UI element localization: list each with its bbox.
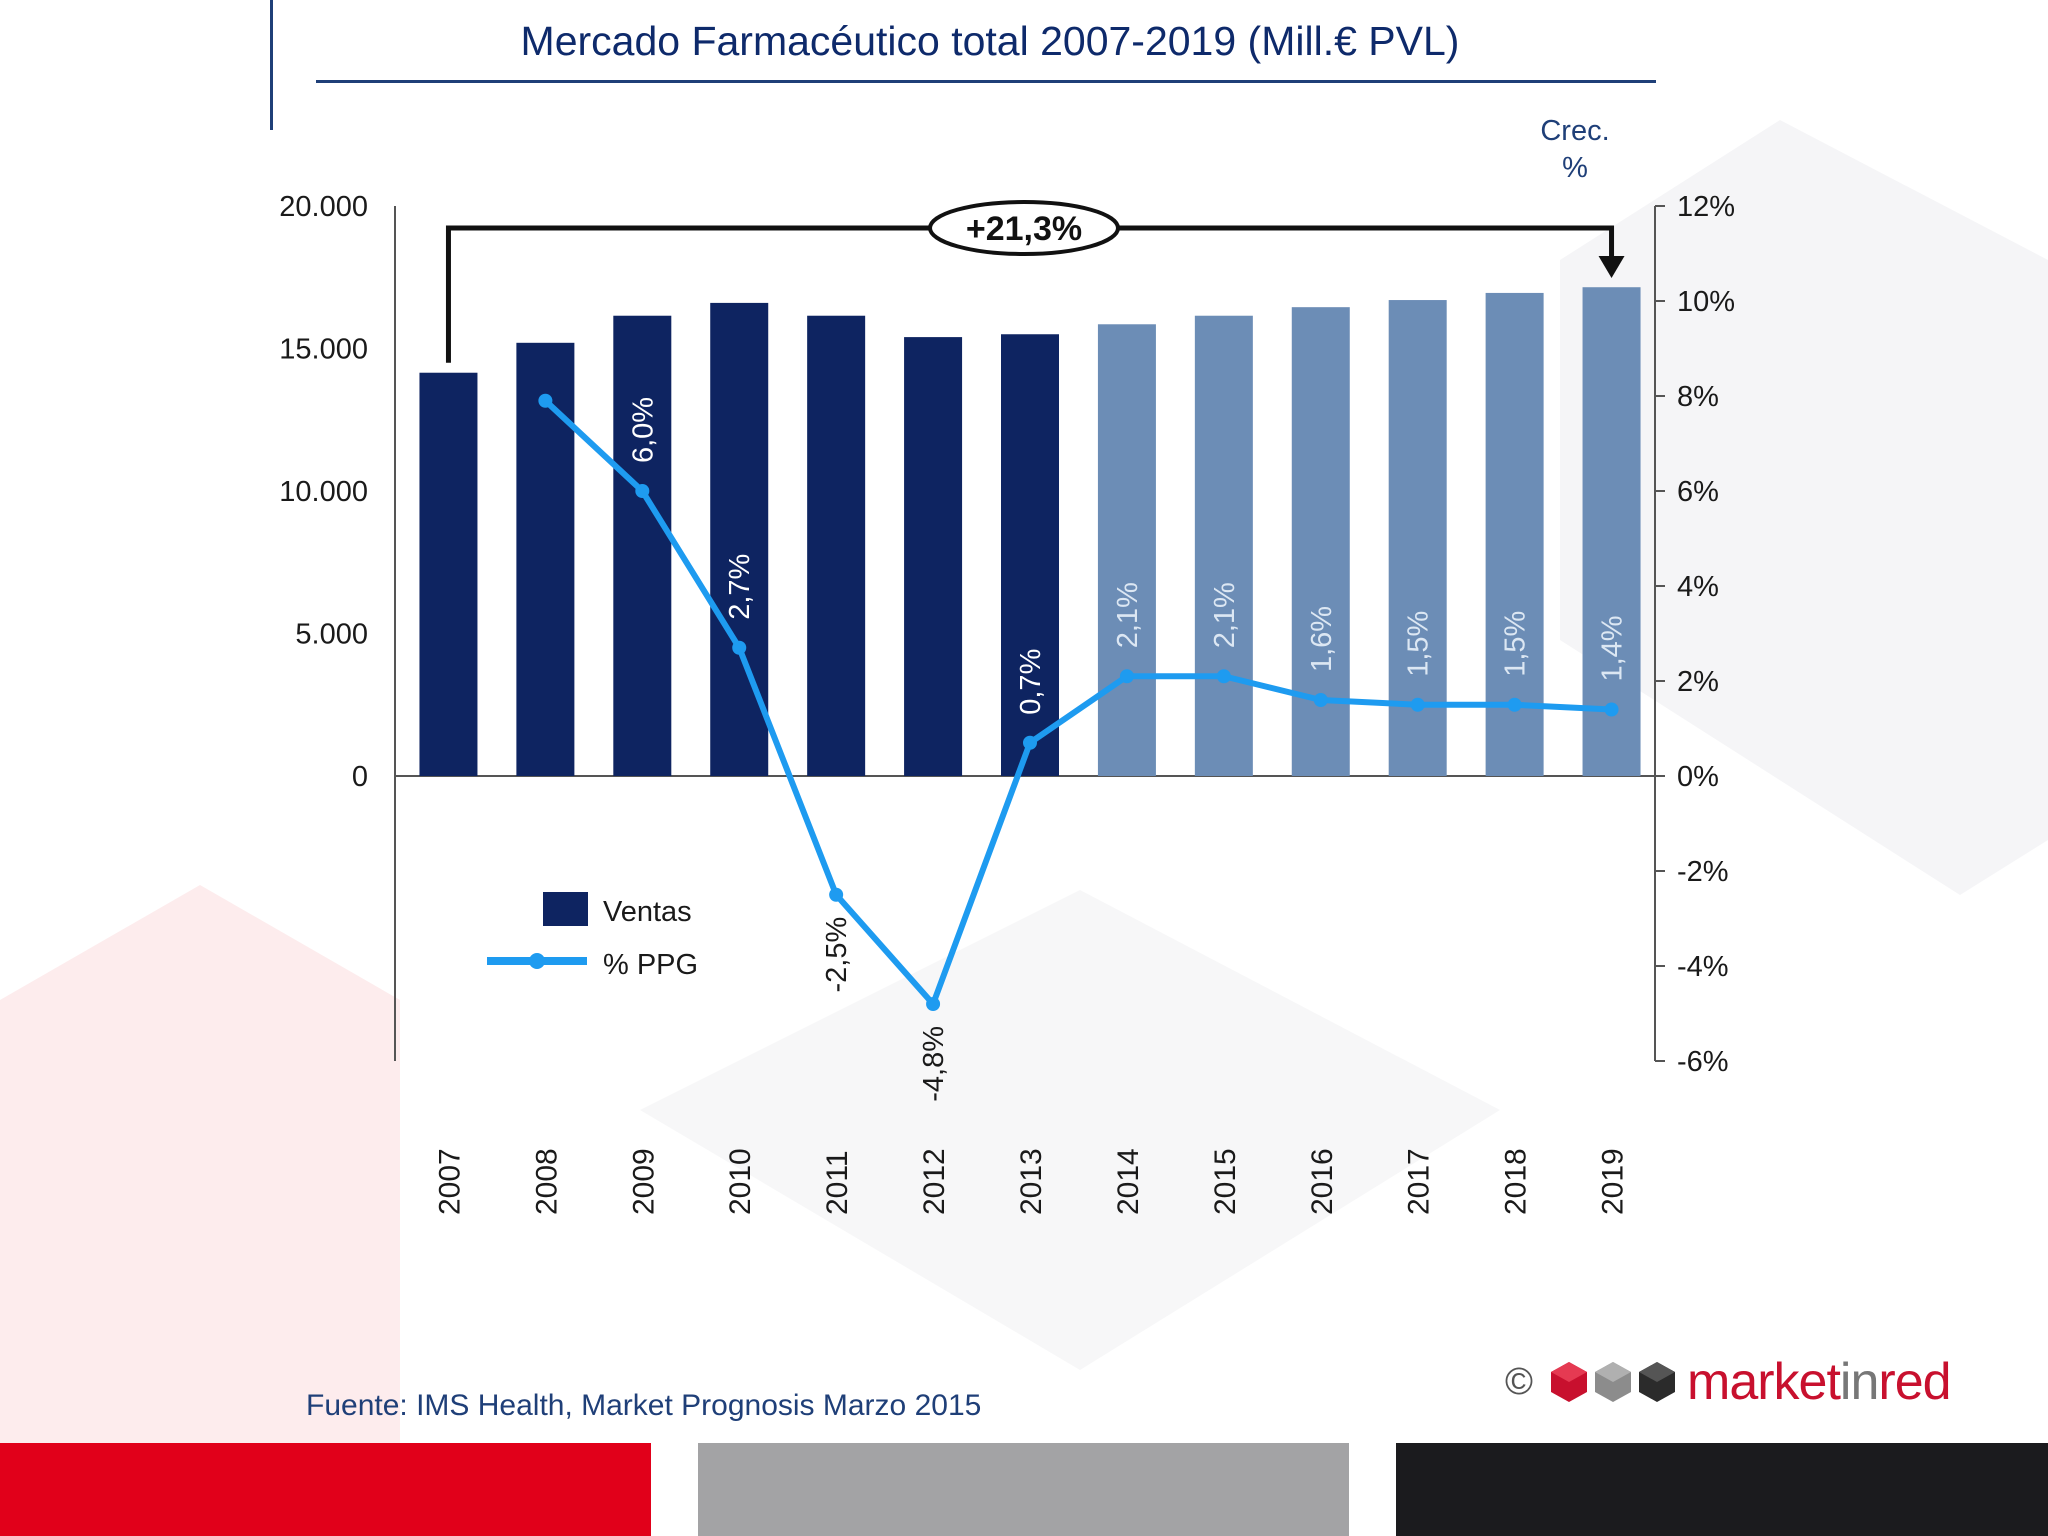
bg-grey-hexagon-2	[640, 890, 1500, 1370]
y-right-tick-label: 4%	[1677, 571, 1719, 603]
cubes-icon	[1547, 1360, 1679, 1404]
data-label-ppg-2012: -4,8%	[918, 1026, 950, 1102]
point-ppg-2013	[1023, 735, 1037, 750]
x-tick-label-2010: 2010	[724, 1148, 757, 1215]
legend-label-ventas: Ventas	[603, 896, 692, 928]
x-tick-label-2007: 2007	[433, 1148, 466, 1215]
y-right-axis-title: Crec.%	[1540, 115, 1609, 184]
point-ppg-2009	[635, 484, 650, 498]
bg-red-hexagon	[0, 885, 400, 1443]
data-label-ppg-2014: 2,1%	[1112, 582, 1144, 648]
point-ppg-2017	[1410, 697, 1425, 712]
x-tick-label-2018: 2018	[1500, 1148, 1533, 1215]
bar-ventas-2013	[1001, 334, 1059, 776]
x-tick-label-2015: 2015	[1209, 1148, 1242, 1215]
point-ppg-2018	[1507, 697, 1522, 712]
bar-ventas-2011	[807, 315, 866, 776]
point-ppg-2012	[926, 997, 941, 1011]
bg-grey-hexagon	[1560, 120, 2048, 895]
x-tick-label-2013: 2013	[1015, 1148, 1048, 1215]
brand-name-b: in	[1839, 1353, 1879, 1411]
bar-ventas-2009	[613, 315, 672, 776]
footer-bar-red	[0, 1443, 651, 1536]
point-ppg-2016	[1313, 693, 1328, 707]
source-note: Fuente: IMS Health, Market Prognosis Mar…	[306, 1389, 982, 1422]
bar-ventas-2008	[516, 342, 575, 776]
y-left-tick-label: 15.000	[279, 334, 368, 366]
data-label-ppg-2013: 0,7%	[1015, 649, 1047, 715]
point-ppg-2015	[1216, 669, 1231, 684]
brand-name: marketinred	[1687, 1352, 1952, 1412]
x-tick-label-2011: 2011	[821, 1150, 854, 1215]
brand-logo: © marketinred	[1505, 1352, 1975, 1412]
legend-swatch-ppg-dot	[529, 953, 545, 969]
bar-ventas-2007	[419, 372, 478, 776]
y-right-tick-label: -6%	[1677, 1046, 1729, 1078]
legend-swatch-ventas	[543, 892, 588, 926]
x-tick-label-2009: 2009	[627, 1148, 660, 1215]
y-right-tick-label: 10%	[1677, 286, 1735, 318]
growth-arrowhead	[1598, 256, 1625, 278]
data-label-ppg-2017: 1,5%	[1403, 611, 1435, 677]
growth-badge	[928, 200, 1120, 256]
brand-name-a: market	[1687, 1353, 1841, 1411]
header-left-rule	[270, 0, 273, 130]
y-left-tick-label: 5.000	[295, 619, 368, 651]
point-ppg-2019	[1604, 702, 1619, 717]
x-tick-label-2012: 2012	[918, 1148, 951, 1215]
title-underline	[316, 80, 1656, 83]
y-right-tick-label: 12%	[1677, 191, 1735, 223]
point-ppg-2010	[732, 640, 747, 655]
x-tick-label-2019: 2019	[1597, 1148, 1630, 1215]
point-ppg-2011	[829, 887, 844, 902]
point-ppg-2008	[538, 393, 553, 408]
y-right-tick-label: -4%	[1677, 951, 1729, 983]
y-left-tick-label: 10.000	[279, 476, 368, 508]
data-label-ppg-2011: -2,5%	[821, 917, 853, 993]
copyright-symbol: ©	[1505, 1360, 1533, 1403]
bar-ventas-2012	[904, 337, 963, 776]
bar-ventas-2014	[1097, 324, 1156, 776]
x-tick-label-2017: 2017	[1403, 1148, 1436, 1215]
line-ppg	[543, 398, 1612, 1007]
data-label-ppg-2016: 1,6%	[1306, 606, 1338, 672]
data-label-ppg-2015: 2,1%	[1209, 582, 1241, 648]
chart-title: Mercado Farmacéutico total 2007-2019 (Mi…	[520, 18, 1460, 64]
y-right-tick-label: 2%	[1677, 666, 1719, 698]
bar-ventas-2018	[1485, 292, 1544, 776]
y-right-tick-label: -2%	[1677, 856, 1729, 888]
data-label-ppg-2009: 6,0%	[627, 397, 659, 463]
bar-ventas-2019	[1582, 287, 1641, 776]
bar-ventas-2015	[1194, 315, 1253, 776]
growth-badge-label: +21,3%	[966, 210, 1082, 248]
footer-bar-grey	[698, 1443, 1349, 1536]
x-tick-label-2016: 2016	[1306, 1148, 1339, 1215]
data-label-ppg-2010: 2,7%	[724, 554, 756, 620]
x-tick-label-2008: 2008	[530, 1148, 563, 1215]
legend-label-ppg: % PPG	[603, 949, 698, 981]
y-right-tick-label: 6%	[1677, 476, 1719, 508]
data-label-ppg-2019: 1,4%	[1597, 615, 1629, 681]
y-right-tick-label: 0%	[1677, 761, 1719, 793]
brand-name-c: red	[1878, 1353, 1951, 1411]
data-label-ppg-2018: 1,5%	[1500, 611, 1532, 677]
footer-bar-black	[1396, 1443, 2048, 1536]
y-left-tick-label: 20.000	[279, 191, 368, 223]
bar-ventas-2017	[1388, 300, 1447, 776]
point-ppg-2014	[1119, 669, 1134, 684]
y-left-tick-label: 0	[352, 761, 368, 793]
x-tick-label-2014: 2014	[1112, 1148, 1145, 1215]
y-right-tick-label: 8%	[1677, 381, 1719, 413]
